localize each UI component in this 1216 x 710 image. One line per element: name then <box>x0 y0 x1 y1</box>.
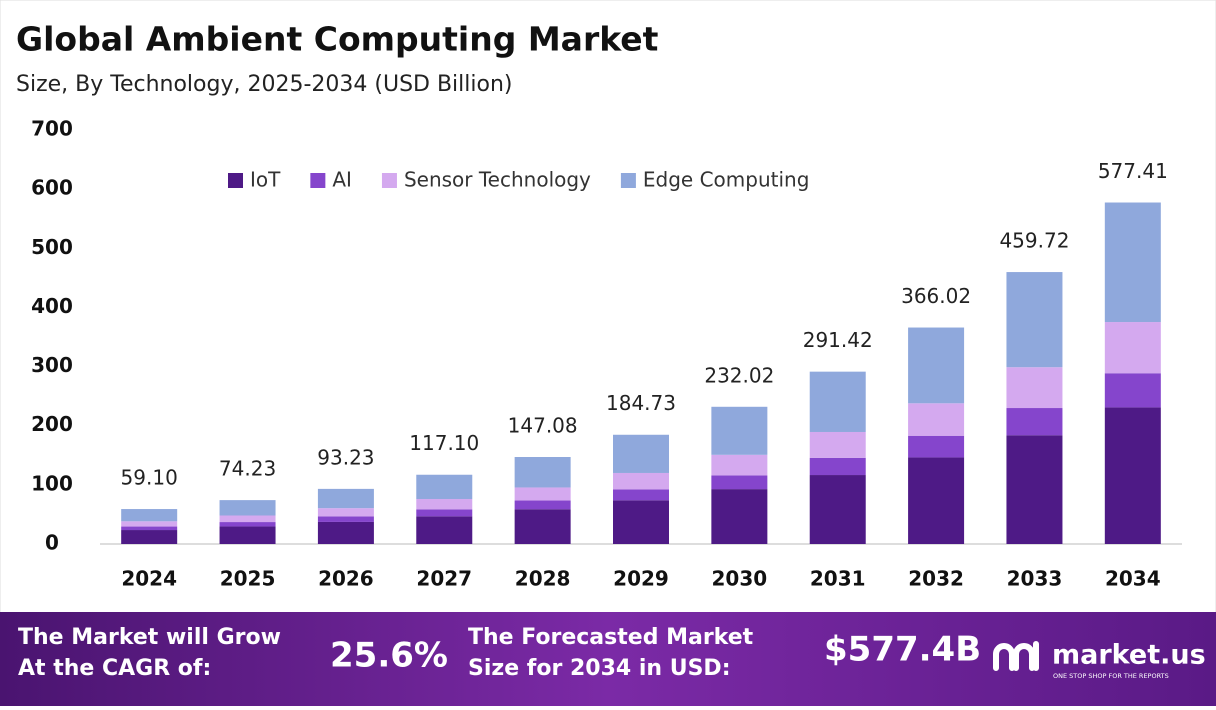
bar-segment <box>1006 272 1063 368</box>
bar-segment <box>613 472 669 490</box>
bar-segment <box>1006 435 1063 544</box>
bar-segment <box>514 500 571 510</box>
bar-segment <box>711 475 768 490</box>
x-tick-label: 2034 <box>1105 567 1161 591</box>
total-label: 147.08 <box>508 414 578 438</box>
y-tick-label: 200 <box>31 412 73 436</box>
bar-segment <box>1104 373 1161 408</box>
y-tick-label: 100 <box>31 471 73 495</box>
total-label: 459.72 <box>999 229 1069 253</box>
bar-segment <box>219 522 276 527</box>
x-tick-label: 2031 <box>810 567 866 591</box>
total-label: 366.02 <box>901 284 971 308</box>
legend-swatch <box>228 173 243 188</box>
y-tick-label: 300 <box>31 353 73 377</box>
bar-segment <box>121 530 178 544</box>
bar-segment <box>416 498 473 510</box>
bar-segment <box>908 403 965 436</box>
bar-segment <box>514 457 571 488</box>
forecast-value: $577.4B <box>824 630 981 670</box>
bar-segment <box>416 509 473 517</box>
bar-segment <box>613 489 669 501</box>
legend-swatch <box>310 173 326 188</box>
bar-segment <box>219 515 276 523</box>
bar-segment <box>908 457 965 544</box>
bar-segment <box>121 526 178 531</box>
bar-segment <box>121 509 178 522</box>
bar-segment <box>711 454 768 476</box>
bar-segment <box>613 434 669 473</box>
cagr-value: 25.6% <box>330 636 448 676</box>
x-tick-label: 2024 <box>121 567 177 591</box>
y-tick-label: 700 <box>31 117 73 141</box>
brand-tagline: ONE STOP SHOP FOR THE REPORTS <box>1053 672 1169 680</box>
legend-label: IoT <box>250 168 281 192</box>
legend-swatch <box>381 173 397 188</box>
total-label: 232.02 <box>704 363 774 387</box>
legend-label: Edge Computing <box>643 168 810 192</box>
total-label: 59.10 <box>121 466 178 490</box>
brand-logo <box>993 641 1039 671</box>
forecast-text: The Forecasted Market Size for 2034 in U… <box>468 625 754 681</box>
bar-segment <box>908 435 965 458</box>
footer-cagr: The Market will Grow At the CAGR of: <box>18 625 281 681</box>
y-tick-label: 500 <box>31 235 73 259</box>
bar-segment <box>514 509 571 544</box>
legend-swatch <box>620 173 636 188</box>
bar-segment <box>809 475 866 544</box>
brand-name: market.us <box>1052 640 1206 671</box>
chart-subtitle: Size, By Technology, 2025-2034 (USD Bill… <box>16 72 513 97</box>
total-label: 93.23 <box>317 445 374 469</box>
x-tick-label: 2029 <box>613 567 669 591</box>
bar-segment <box>317 516 374 522</box>
x-tick-label: 2028 <box>515 567 571 591</box>
bar-segment <box>1104 322 1161 374</box>
bar-segment <box>514 487 571 501</box>
x-tick-label: 2026 <box>318 567 374 591</box>
bar-segment <box>317 508 374 517</box>
total-label: 184.73 <box>606 391 676 415</box>
chart-title: Global Ambient Computing Market <box>16 20 659 59</box>
total-label: 577.41 <box>1098 159 1168 183</box>
total-label: 291.42 <box>803 328 873 352</box>
bar-segment <box>219 500 276 516</box>
bar-segment <box>613 500 669 544</box>
bar-segment <box>416 516 473 544</box>
legend-label: AI <box>332 168 352 192</box>
x-tick-label: 2033 <box>1007 567 1063 591</box>
cagr-text: The Market will Grow At the CAGR of: <box>18 625 281 681</box>
footer-forecast: The Forecasted Market Size for 2034 in U… <box>468 625 754 681</box>
bar-segment <box>317 488 374 509</box>
bar-segment <box>711 406 768 455</box>
y-tick-label: 600 <box>31 176 73 200</box>
bar-segment <box>908 327 965 404</box>
bar-segment <box>1006 408 1063 436</box>
bar-segment <box>317 521 374 544</box>
total-label: 117.10 <box>409 431 479 455</box>
bar-segment <box>219 526 276 544</box>
y-tick-label: 0 <box>45 531 59 555</box>
bar-segment <box>809 457 866 476</box>
x-tick-label: 2032 <box>908 567 964 591</box>
bar-segment <box>1104 407 1161 544</box>
x-tick-label: 2030 <box>712 567 768 591</box>
bar-segment <box>711 489 768 544</box>
x-tick-label: 2025 <box>220 567 276 591</box>
bar-segment <box>121 521 178 527</box>
bar-segment <box>416 474 473 499</box>
bar-segment <box>1006 367 1063 409</box>
legend-label: Sensor Technology <box>404 168 591 192</box>
y-tick-label: 400 <box>31 294 73 318</box>
bar-segment <box>809 371 866 432</box>
total-label: 74.23 <box>219 457 276 481</box>
x-tick-label: 2027 <box>416 567 472 591</box>
bar-segment <box>1104 202 1161 323</box>
bar-segment <box>809 431 866 458</box>
